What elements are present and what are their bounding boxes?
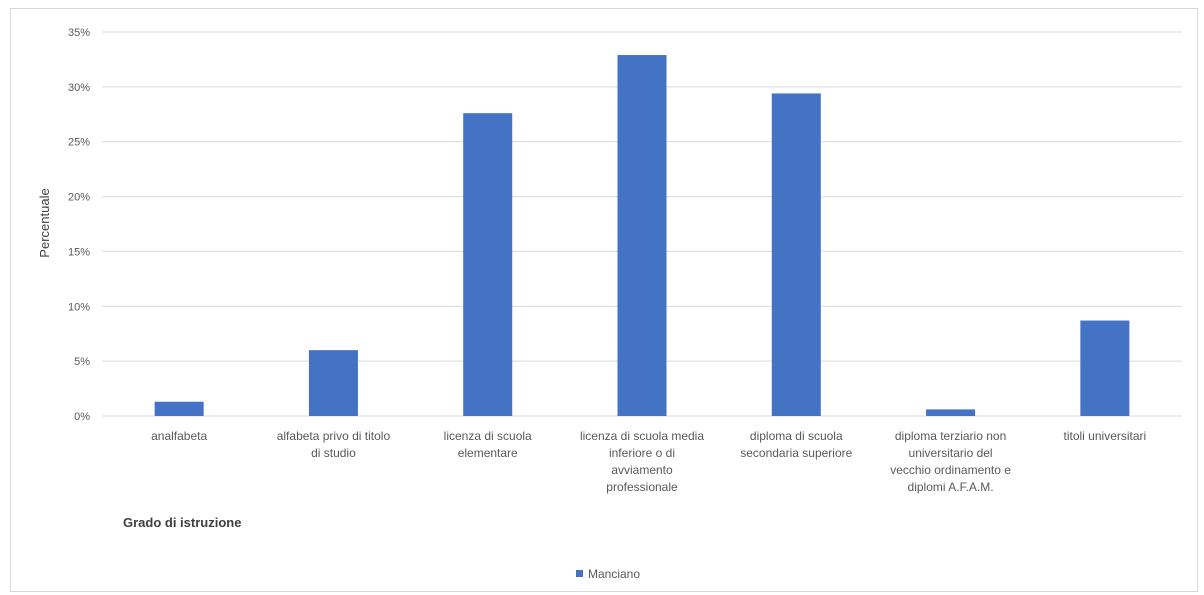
gridlines (102, 31, 1182, 417)
bar (463, 113, 513, 416)
x-category-label: titoli universitari (1064, 429, 1147, 443)
chart-frame (10, 8, 1198, 592)
y-axis-title: Percentuale (37, 188, 52, 257)
y-tick-label: 30% (68, 82, 90, 94)
x-category-labels: analfabeta alfabeta privo di titolo di stu… (151, 429, 1146, 494)
bar (617, 55, 667, 416)
x-category-label: licenza di scuola media inferiore o di avv… (580, 429, 704, 494)
bar (154, 401, 204, 416)
bar (308, 350, 358, 416)
bar (1080, 320, 1130, 416)
y-tick-label: 10% (68, 301, 90, 313)
x-axis-title: Grado di istruzione (123, 515, 241, 530)
y-tick-label: 25% (68, 137, 90, 149)
bars (154, 55, 1130, 416)
y-tick-label: 0% (74, 411, 90, 423)
y-tick-label: 35% (68, 27, 90, 39)
legend-swatch (576, 570, 583, 577)
bar (926, 409, 976, 416)
y-tick-label: 5% (74, 356, 90, 368)
bar (771, 93, 821, 416)
legend-label: Manciano (588, 567, 640, 581)
x-category-label: analfabeta (151, 429, 207, 443)
y-tick-label: 20% (68, 192, 90, 204)
x-category-label: licenza di scuola elementare (444, 429, 532, 460)
legend: Manciano (576, 567, 640, 581)
x-category-label: diploma terziario non universitario del ve… (890, 429, 1011, 494)
y-tick-labels: 0% 5% 10% 15% 20% 25% 30% 35% (68, 27, 90, 423)
x-category-label: alfabeta privo di titolo di studio (277, 429, 391, 460)
x-category-label: diploma di scuola secondaria superiore (740, 429, 852, 460)
y-tick-label: 15% (68, 246, 90, 258)
